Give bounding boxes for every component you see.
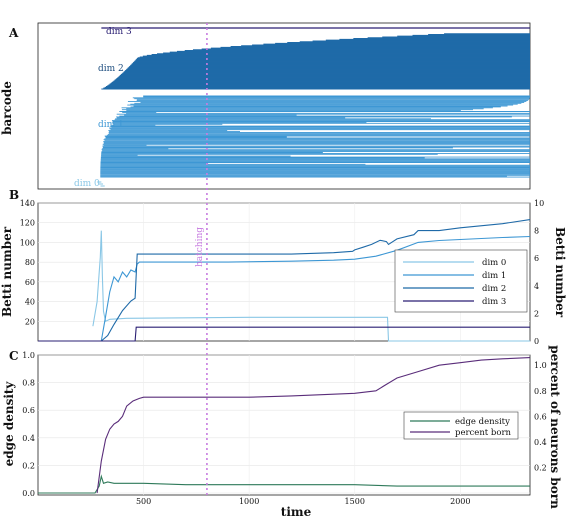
tick-label-right: 6 [534,254,539,263]
tick-label-left: 40 [25,298,35,307]
dim2-label: dim 2 [98,64,124,74]
legend-dim1: dim 1 [482,271,506,281]
tick-label-left: 60 [25,278,35,287]
panel-b-ticks: 20 40 60 80 100 120 140 0 2 4 6 8 10 [20,199,544,346]
tick-label-right: 8 [534,227,539,236]
tick-label-left: 120 [20,219,35,228]
tick-label-x: 500 [136,497,151,506]
tick-label-right: 1.0 [534,361,547,370]
panel-c-xlabel: time [281,505,312,519]
tick-label-right: 0.4 [534,438,547,447]
tick-label-right: 2 [534,309,539,318]
panel-a-ylabel: barcode [0,81,14,135]
panel-c-grid [38,354,530,495]
legend-dim0: dim 0 [482,258,506,268]
panel-b-ylabel-right: Betti number [553,227,567,318]
tick-label-x: 2000 [450,497,470,506]
tick-label-left: 0.6 [22,406,35,415]
panel-c-lines [38,357,531,494]
tick-label-left: 20 [25,317,35,326]
tick-label-left: 1.0 [22,351,35,360]
series-line-edge-density [38,474,530,494]
barcode-bars [97,27,530,187]
panel-b-lines [38,219,531,342]
tick-label-right: 0 [534,337,539,346]
tick-label-left: 140 [20,199,35,208]
panel-c-ylabel-right: percent of neurons born [548,345,562,509]
hatching-annotation: hatching [195,227,205,267]
series-line-dim1 [100,235,531,342]
series-line-dim2 [100,219,531,342]
panel-c-ticks: 0.0 0.2 0.4 0.6 0.8 1.0 500 1000 1500 2000 0.2 0.4 0… [22,351,546,506]
series-line-dim0 [92,230,530,342]
tick-label-x: 1000 [239,497,259,506]
dim1-label: dim 1 [98,120,124,130]
panel-c-legend-box [403,411,519,440]
panel-b-ylabel-left: Betti number [0,226,14,317]
tick-label-left: 100 [20,238,35,247]
tick-label-right: 0.8 [534,387,547,396]
panel-a-letter: A [8,26,19,40]
panel-b: B Betti number Betti number 204060801001… [0,188,567,346]
panel-a: A barcode dim 3 dim 2 dim 1 dim 0 [0,22,531,190]
dim0-label: dim 0 [74,179,100,189]
legend-dim2: dim 2 [482,284,506,294]
tick-label-left: 80 [25,258,35,267]
panel-c-letter: C [9,349,19,363]
tick-label-right: 0.6 [534,412,547,421]
dim3-label: dim 3 [106,27,132,37]
legend-dim3: dim 3 [482,297,506,307]
tick-label-left: 0.0 [22,489,35,498]
legend-percent-born: percent born [455,428,512,438]
panel-a-frame [37,22,531,190]
tick-label-left: 0.4 [22,434,35,443]
legend-edge-density: edge density [455,417,510,427]
tick-label-right: 0.2 [534,463,547,472]
panel-b-letter: B [9,188,19,202]
panel-c-ylabel-left: edge density [2,381,16,467]
panel-c-legend: edge density percent born [403,411,519,440]
panel-b-legend: dim 0 dim 1 dim 2 dim 3 [394,249,528,313]
panel-c: C edge density percent of neurons born 0… [2,345,562,519]
panel-b-legend-box [394,249,528,313]
tick-label-x: 1500 [345,497,365,506]
series-line-percent-born [96,357,531,494]
tick-label-right: 10 [534,199,544,208]
tick-label-left: 0.8 [22,379,35,388]
series-line-dim3 [38,326,530,342]
tick-label-left: 0.2 [22,461,35,470]
tick-label-right: 4 [534,282,539,291]
